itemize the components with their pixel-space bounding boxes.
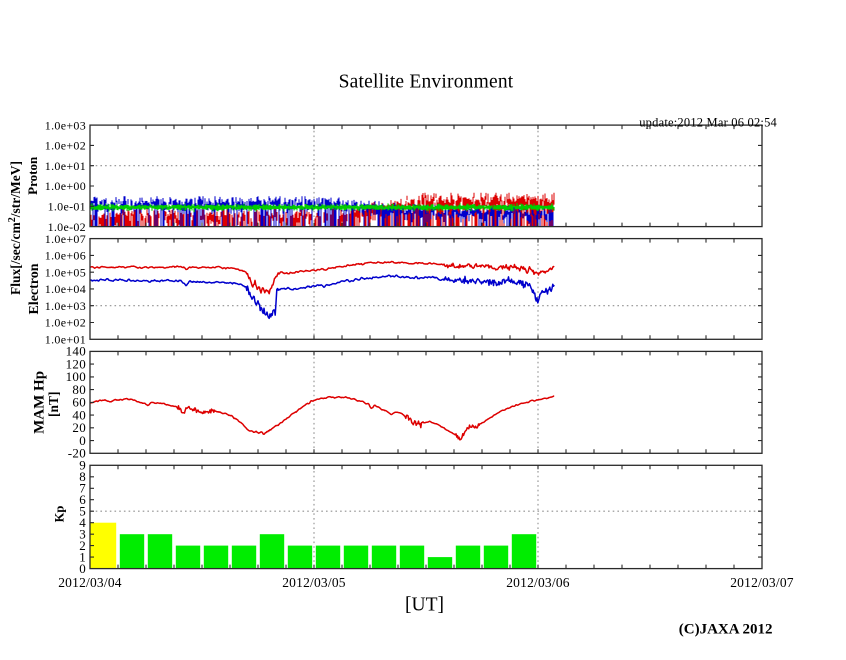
- svg-text:1.0e+04: 1.0e+04: [45, 282, 86, 296]
- svg-text:60: 60: [72, 395, 86, 410]
- svg-text:1.0e+01: 1.0e+01: [45, 333, 86, 347]
- svg-text:100: 100: [66, 369, 86, 384]
- svg-text:1.0e+02: 1.0e+02: [45, 316, 86, 330]
- svg-text:1.0e+03: 1.0e+03: [45, 299, 86, 313]
- svg-text:80: 80: [72, 382, 86, 397]
- svg-text:1.0e+02: 1.0e+02: [45, 139, 86, 153]
- svg-text:1.0e+05: 1.0e+05: [45, 265, 86, 279]
- svg-text:3: 3: [79, 526, 86, 541]
- svg-text:Flux[/sec/cm2/str/MeV]: Flux[/sec/cm2/str/MeV]: [7, 161, 23, 295]
- svg-text:0: 0: [79, 433, 86, 448]
- svg-text:1.0e+03: 1.0e+03: [45, 118, 86, 132]
- svg-text:2012/03/07: 2012/03/07: [730, 575, 794, 590]
- svg-text:update:2012 Mar 06 02:54: update:2012 Mar 06 02:54: [639, 116, 777, 130]
- svg-text:7: 7: [79, 481, 86, 496]
- svg-text:40: 40: [72, 407, 86, 422]
- svg-text:1.0e+06: 1.0e+06: [45, 249, 86, 263]
- svg-text:9: 9: [79, 458, 86, 473]
- svg-text:1.0e-02: 1.0e-02: [48, 220, 86, 234]
- svg-text:1.0e+00: 1.0e+00: [45, 179, 86, 193]
- svg-text:Satellite Environment: Satellite Environment: [339, 72, 514, 93]
- svg-text:140: 140: [66, 344, 86, 359]
- svg-text:(C)JAXA 2012: (C)JAXA 2012: [679, 622, 773, 638]
- svg-text:6: 6: [79, 492, 86, 507]
- svg-text:MAM Hp: MAM Hp: [32, 371, 48, 434]
- svg-text:1.0e-01: 1.0e-01: [48, 200, 86, 214]
- svg-text:20: 20: [72, 420, 86, 435]
- svg-text:[nT]: [nT]: [46, 391, 61, 417]
- svg-text:4: 4: [79, 515, 86, 530]
- svg-text:1: 1: [79, 549, 86, 564]
- svg-text:1.0e+07: 1.0e+07: [45, 232, 86, 246]
- svg-text:[UT]: [UT]: [405, 595, 444, 616]
- svg-text:Kp: Kp: [53, 506, 67, 523]
- svg-text:2012/03/06: 2012/03/06: [506, 575, 570, 590]
- svg-text:8: 8: [79, 469, 86, 484]
- svg-text:0: 0: [79, 561, 86, 576]
- svg-text:5: 5: [79, 503, 86, 518]
- svg-text:2012/03/05: 2012/03/05: [282, 575, 346, 590]
- svg-text:2012/03/04: 2012/03/04: [58, 575, 122, 590]
- svg-text:120: 120: [66, 356, 86, 371]
- svg-text:Electron: Electron: [27, 263, 42, 314]
- svg-text:1.0e+01: 1.0e+01: [45, 159, 86, 173]
- svg-text:2: 2: [79, 538, 86, 553]
- svg-text:Proton: Proton: [25, 156, 40, 195]
- svg-text:-20: -20: [68, 446, 86, 461]
